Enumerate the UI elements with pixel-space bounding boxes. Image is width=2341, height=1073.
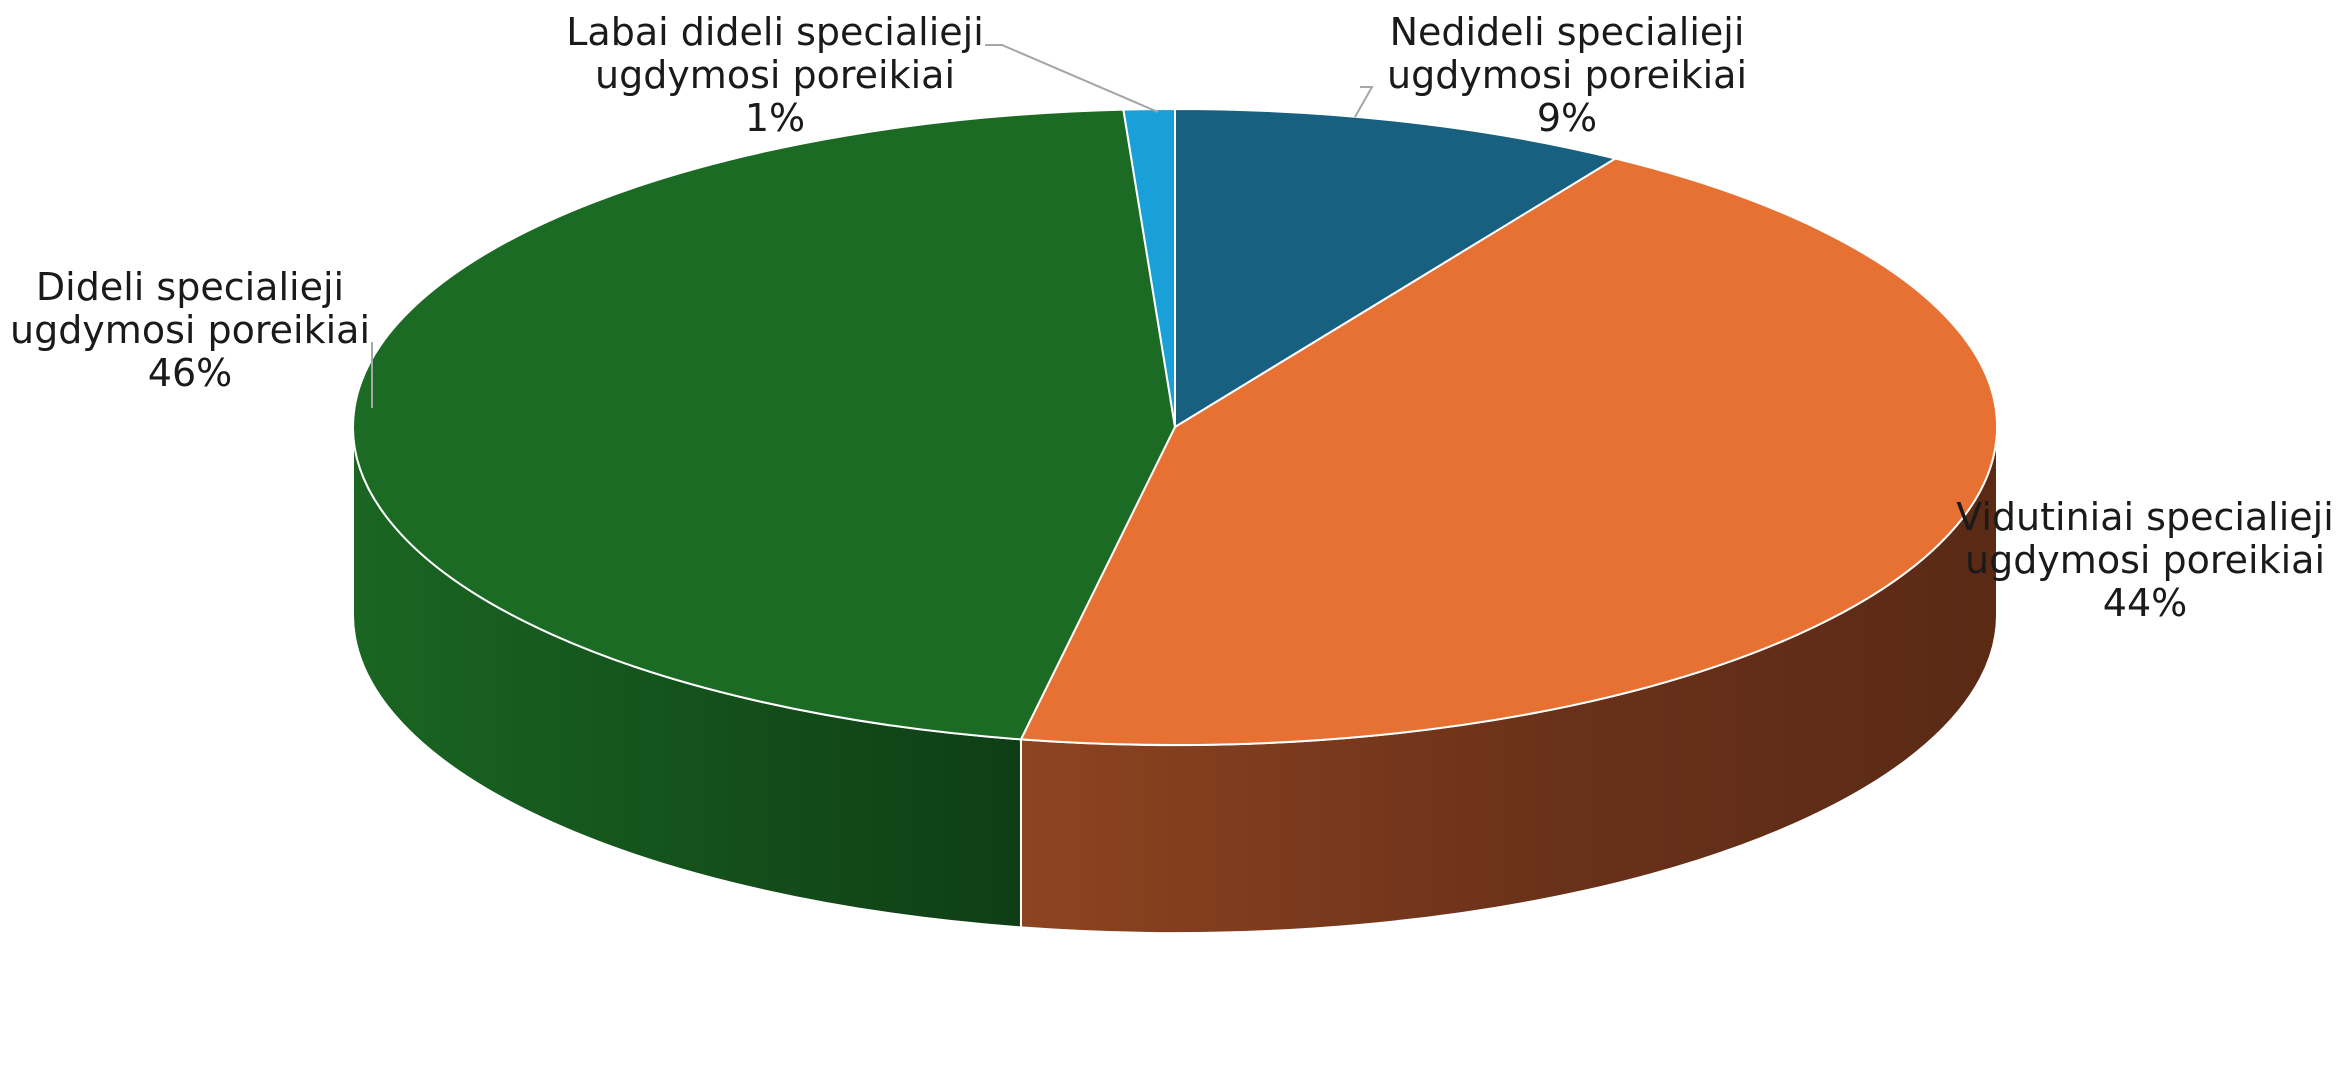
pie-tops xyxy=(352,108,1999,746)
slice-name-line-0-0: Nedideli specialieji xyxy=(1390,10,1745,54)
slice-label-1: Vidutiniai specialieji ugdymosi poreikiai… xyxy=(1956,495,2334,625)
leader-line-1 xyxy=(985,44,1159,113)
slice-top-0 xyxy=(1174,108,1617,428)
slice-name-line-1-1: ugdymosi poreikiai xyxy=(1965,538,2325,582)
leader-line-0 xyxy=(1354,86,1374,118)
leader-lines xyxy=(371,44,1374,408)
slice-top-2 xyxy=(352,108,1176,741)
slice-name-line-0-1: ugdymosi poreikiai xyxy=(1387,53,1747,97)
slice-percent-3: 1% xyxy=(745,96,805,140)
slice-percent-2: 46% xyxy=(148,351,232,395)
slice-name-line-1-0: Vidutiniai specialieji xyxy=(1956,495,2334,539)
slice-label-0: Nedideli specialieji ugdymosi poreikiai 9% xyxy=(1387,10,1747,140)
slice-percent-0: 9% xyxy=(1537,96,1597,140)
slice-top-1 xyxy=(1019,157,1999,746)
slice-label-3: Labai dideli specialieji ugdymosi poreiki… xyxy=(566,10,984,140)
slice-name-line-2-1: ugdymosi poreikiai xyxy=(10,308,370,352)
slice-labels: Nedideli specialieji ugdymosi poreikiai 9%… xyxy=(10,10,2334,625)
slice-name-line-3-1: ugdymosi poreikiai xyxy=(595,53,955,97)
slice-name-line-2-0: Dideli specialieji xyxy=(36,265,344,309)
slice-label-2: Dideli specialieji ugdymosi poreikiai 46% xyxy=(10,265,370,395)
slice-name-line-3-0: Labai dideli specialieji xyxy=(566,10,984,54)
slice-percent-1: 44% xyxy=(2103,581,2187,625)
